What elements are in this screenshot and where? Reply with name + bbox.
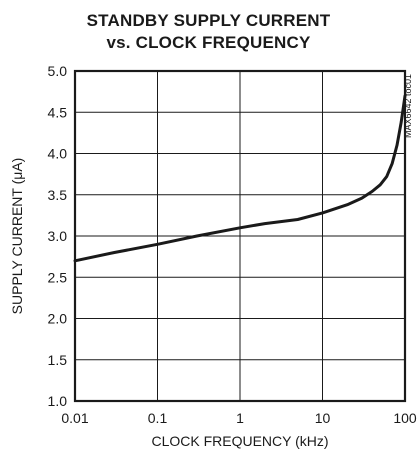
series-line (73, 94, 407, 263)
plot-frame (73, 69, 407, 403)
y-axis-label: SUPPLY CURRENT (μA) (9, 158, 25, 315)
chart-title: STANDBY SUPPLY CURRENT (86, 11, 331, 30)
y-tick-label: 2.0 (48, 311, 68, 327)
x-tick-label: 0.01 (61, 410, 88, 426)
y-tick-label: 1.0 (48, 393, 68, 409)
y-tick-label: 1.5 (48, 352, 68, 368)
y-tick-label: 5.0 (48, 63, 68, 79)
y-tick-label: 3.0 (48, 228, 68, 244)
x-tick-label: 10 (315, 410, 331, 426)
chart-subtitle: vs. CLOCK FREQUENCY (106, 33, 311, 52)
y-tick-label: 4.0 (48, 146, 68, 162)
y-tick-label: 4.5 (48, 104, 68, 120)
x-tick-label: 1 (236, 410, 244, 426)
y-tick-label: 2.5 (48, 269, 68, 285)
x-tick-label: 100 (393, 410, 417, 426)
side-note: MAX6642 toc01 (403, 74, 413, 138)
y-tick-label: 3.5 (48, 187, 68, 203)
x-tick-label: 0.1 (148, 410, 168, 426)
x-axis-label: CLOCK FREQUENCY (kHz) (151, 433, 328, 449)
